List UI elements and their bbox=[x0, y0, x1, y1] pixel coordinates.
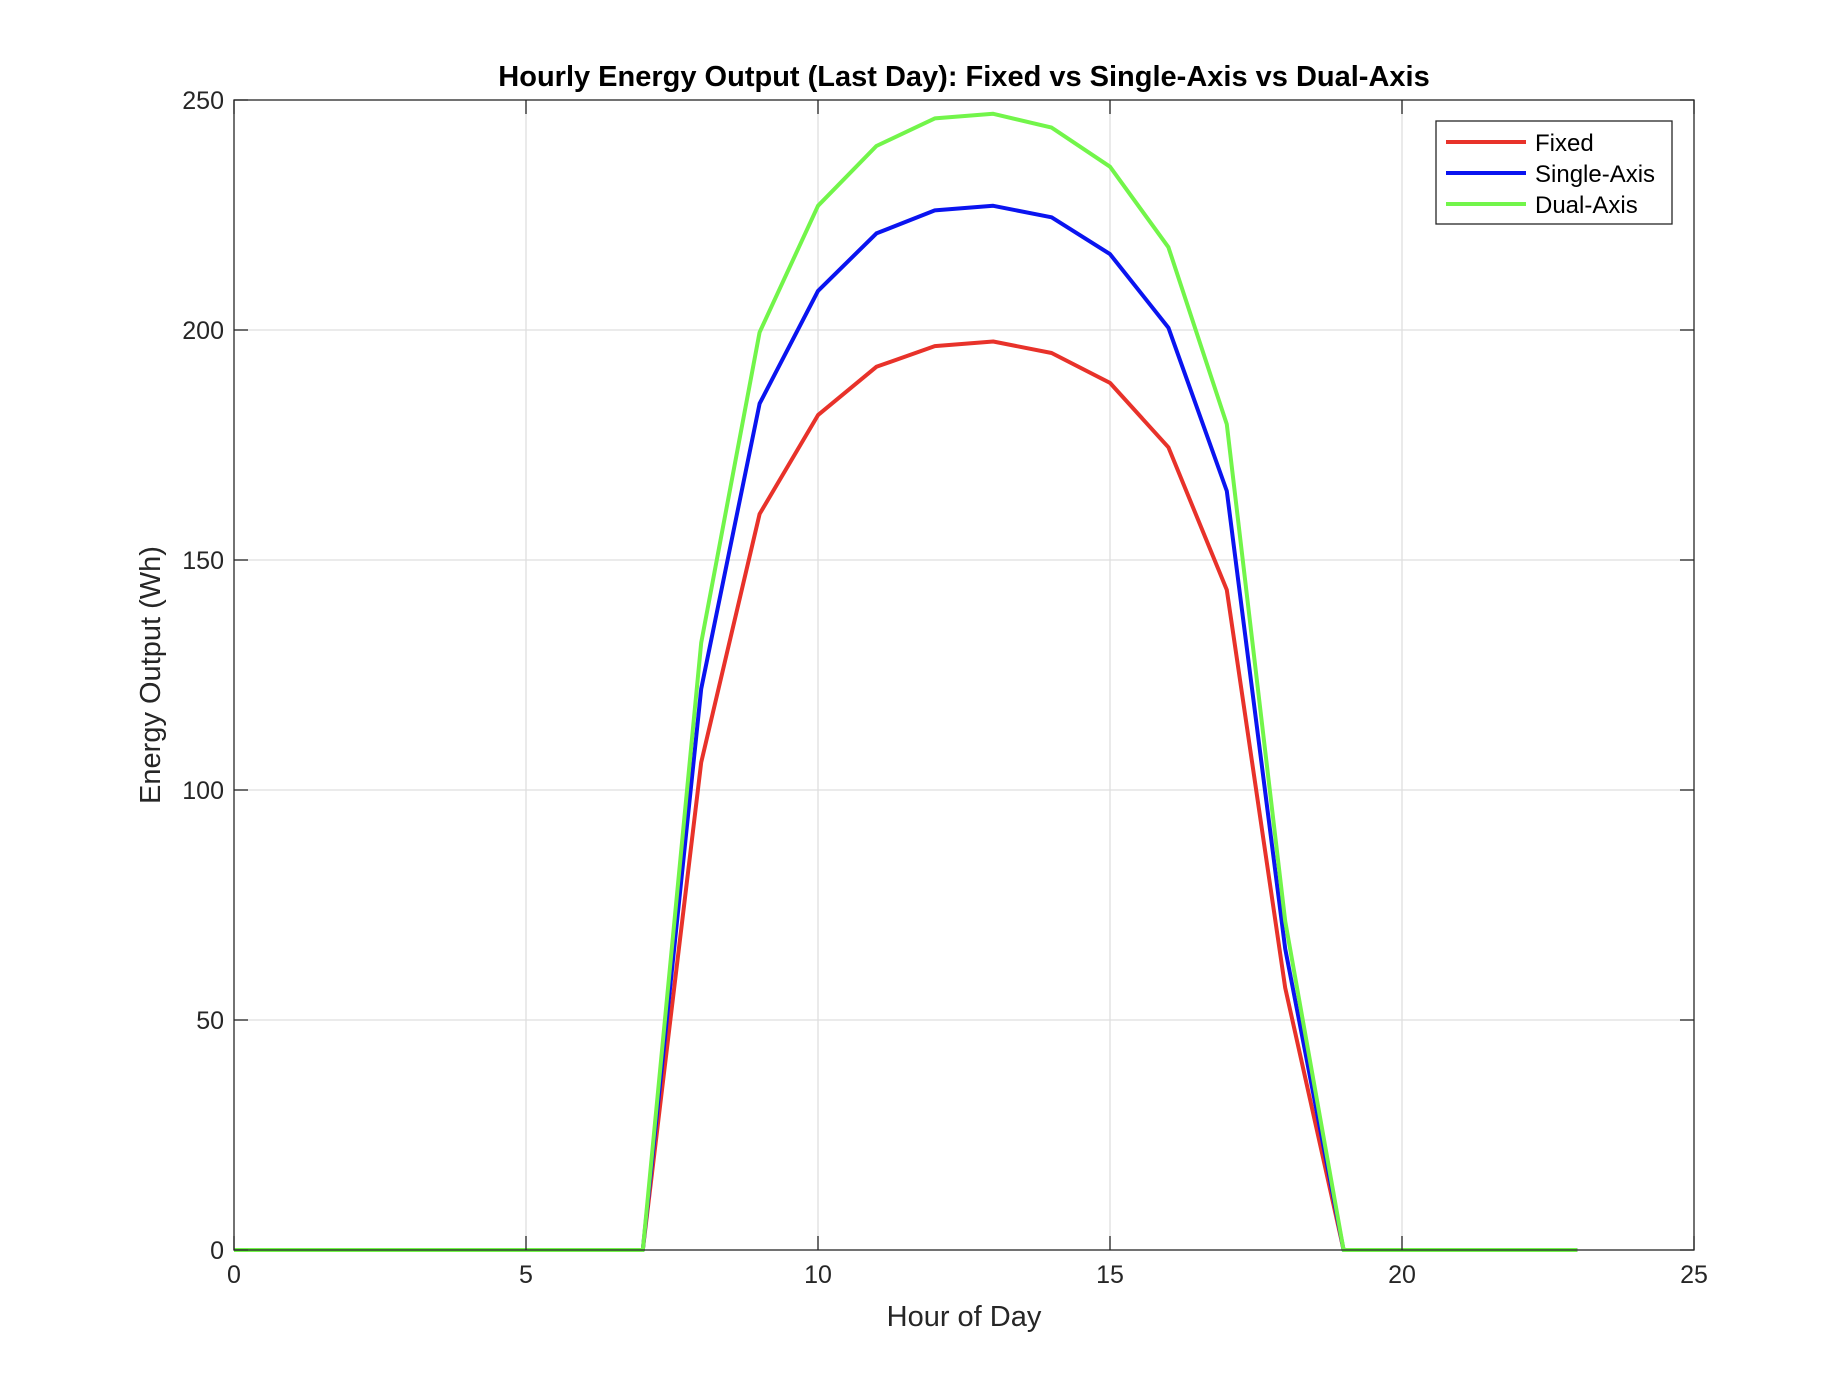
x-tick-label: 20 bbox=[1388, 1261, 1416, 1289]
y-tick-label: 150 bbox=[182, 547, 224, 575]
y-tick-label: 0 bbox=[210, 1237, 224, 1265]
legend-label-fixed: Fixed bbox=[1535, 130, 1594, 157]
legend-label-single-axis: Single-Axis bbox=[1535, 161, 1655, 188]
legend-label-dual-axis: Dual-Axis bbox=[1535, 192, 1638, 219]
y-tick-label: 100 bbox=[182, 777, 224, 805]
plot-frame bbox=[233, 99, 1695, 1251]
x-tick-label: 10 bbox=[804, 1261, 832, 1289]
y-tick-label: 250 bbox=[182, 87, 224, 115]
plot-area bbox=[234, 100, 1694, 1250]
x-axis-title: Hour of Day bbox=[887, 1301, 1042, 1333]
y-tick-label: 200 bbox=[182, 317, 224, 345]
x-tick-label: 15 bbox=[1096, 1261, 1124, 1289]
y-tick-label: 50 bbox=[196, 1007, 224, 1035]
x-tick-label: 0 bbox=[227, 1261, 241, 1289]
y-axis-title: Energy Output (Wh) bbox=[135, 546, 167, 804]
x-tick-label: 25 bbox=[1680, 1261, 1708, 1289]
x-tick-label: 5 bbox=[519, 1261, 533, 1289]
legend: Fixed Single-Axis Dual-Axis bbox=[1435, 120, 1673, 225]
chart-title: Hourly Energy Output (Last Day): Fixed v… bbox=[498, 61, 1429, 93]
